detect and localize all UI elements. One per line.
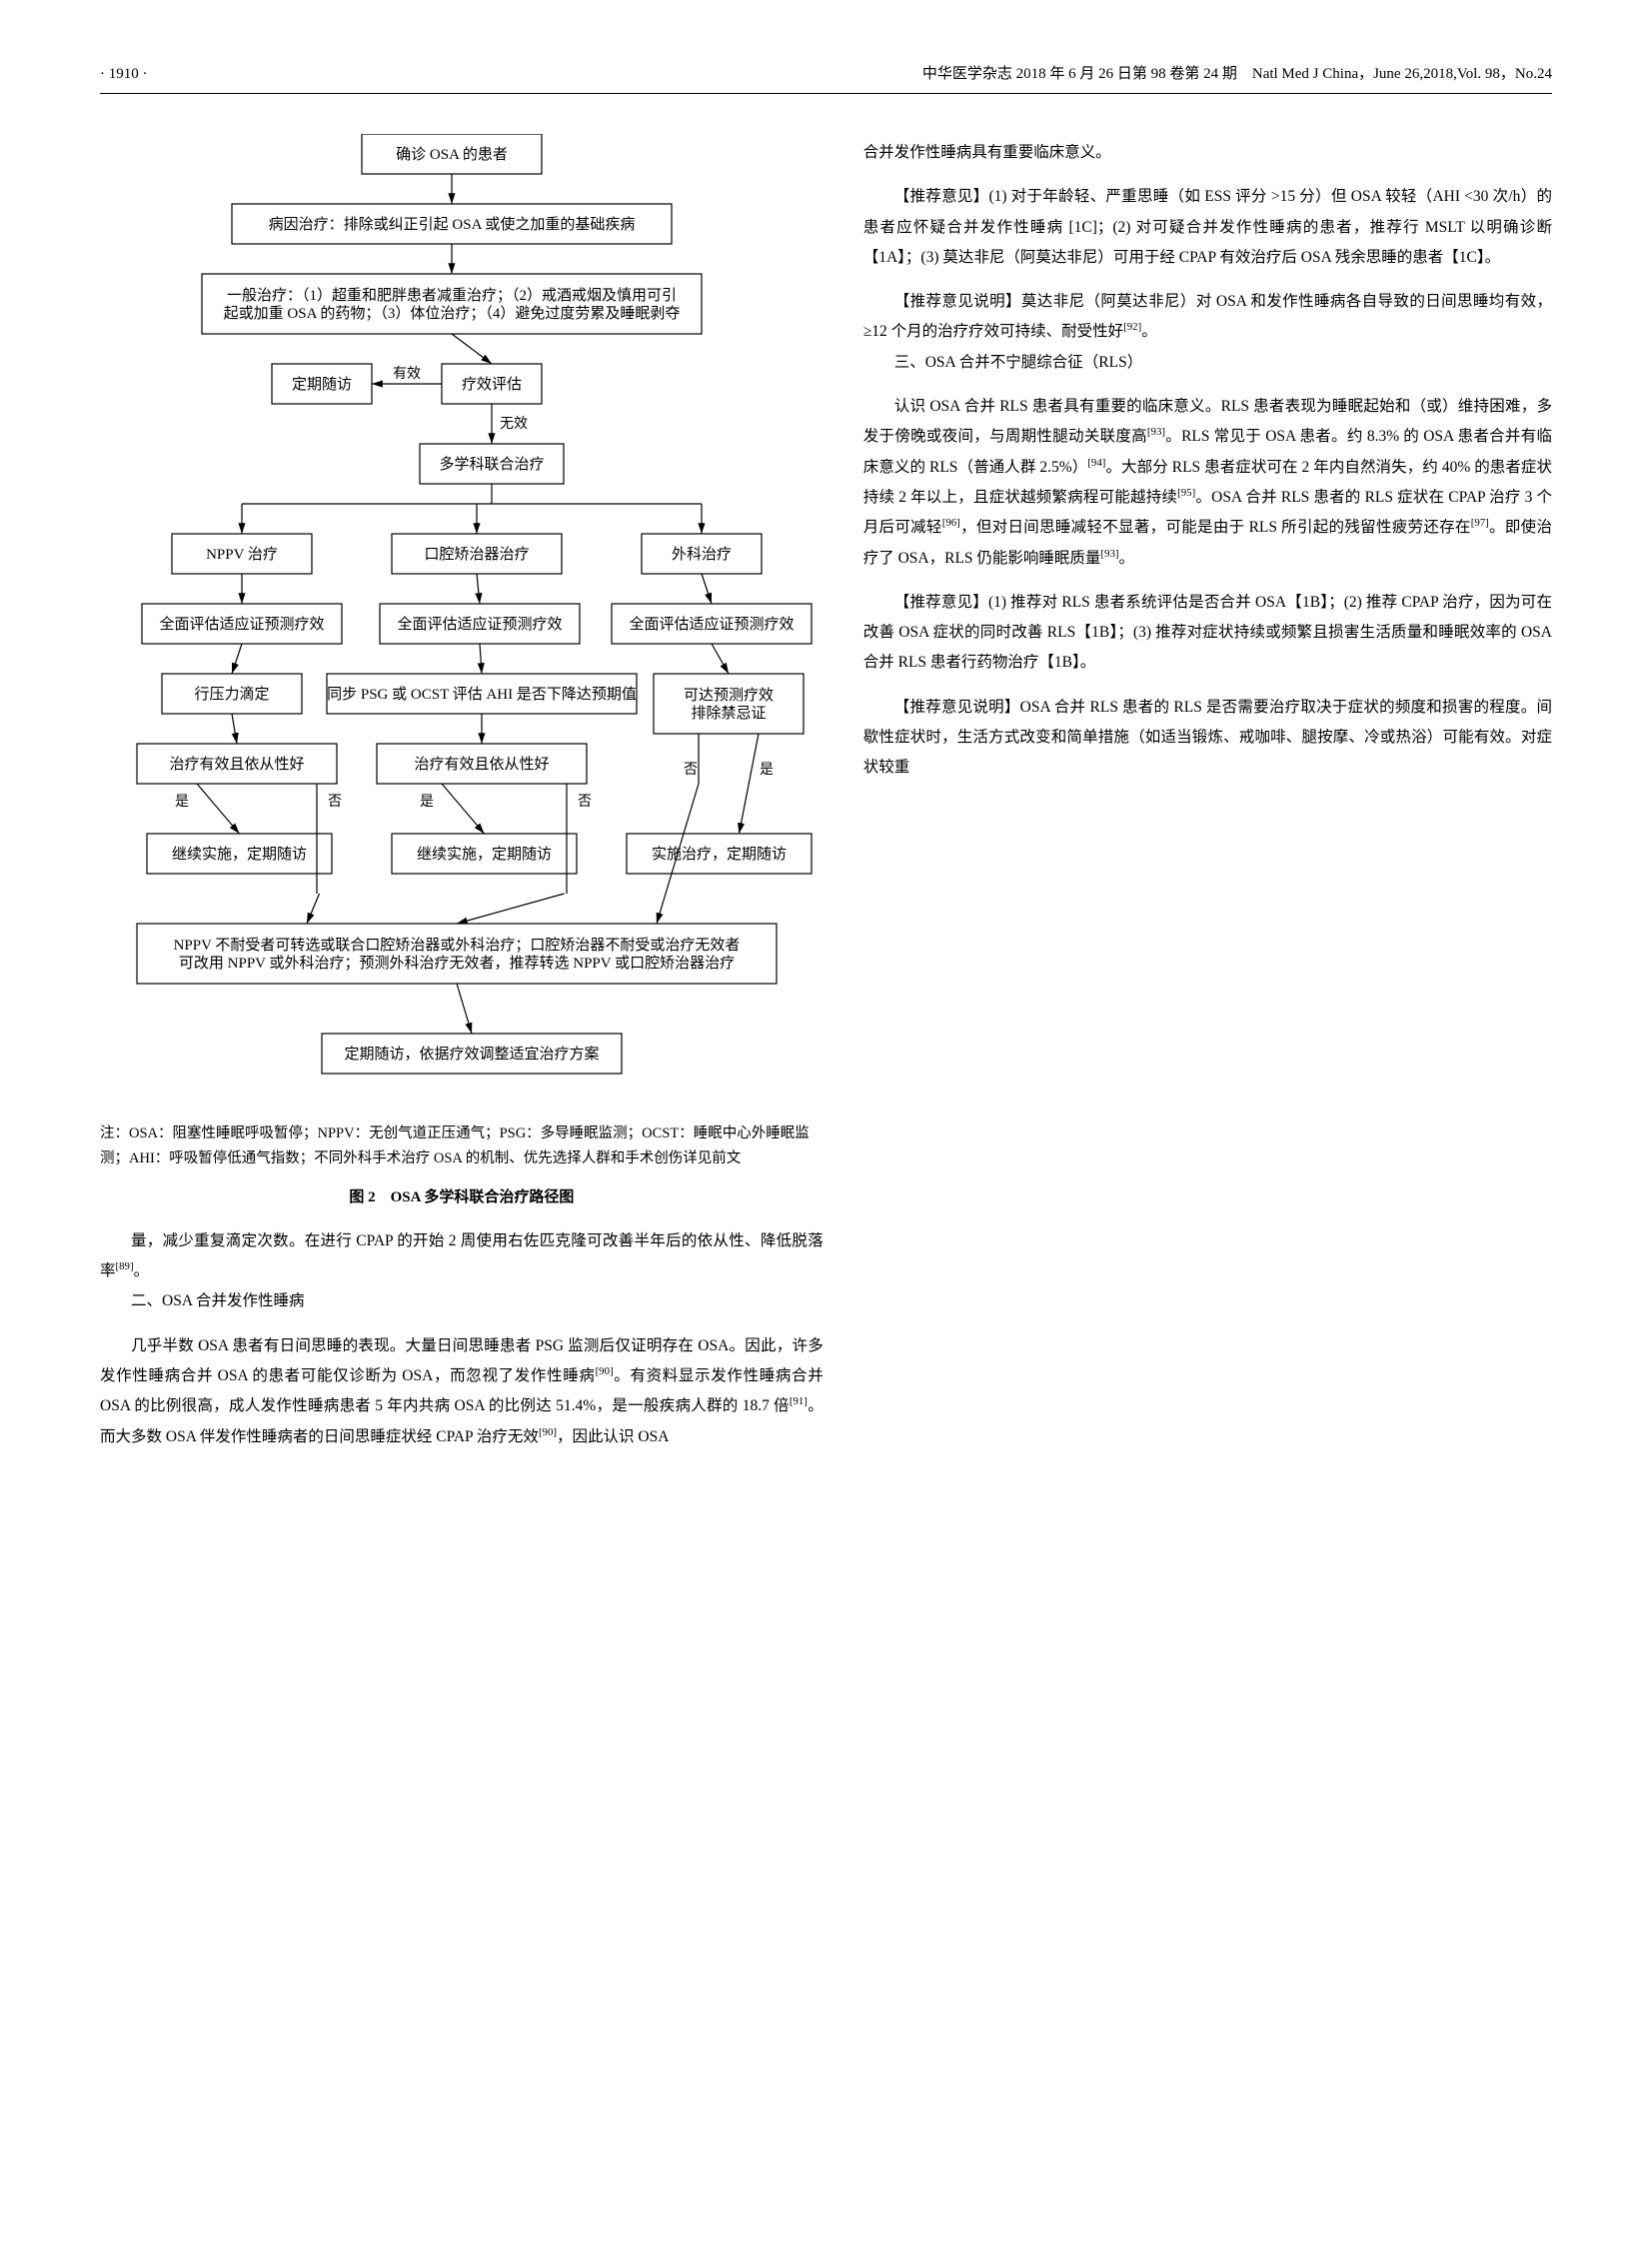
svg-text:治疗有效且依从性好: 治疗有效且依从性好 [414, 756, 549, 773]
ref: [89] [116, 1260, 134, 1272]
svg-text:定期随访，依据疗效调整适宜治疗方案: 定期随访，依据疗效调整适宜治疗方案 [344, 1045, 599, 1063]
bold-head: 【推荐意见】 [894, 594, 988, 611]
text: 量，减少重复滴定次数。在进行 CPAP 的开始 2 周使用右佐匹克隆可改善半年后… [100, 1232, 824, 1279]
ref: [90] [596, 1365, 614, 1377]
svg-text:否: 否 [328, 795, 342, 810]
svg-text:行压力滴定: 行压力滴定 [194, 685, 269, 703]
right-paragraph-5: 【推荐意见】(1) 推荐对 RLS 患者系统评估是否合并 OSA【1B】；(2)… [863, 588, 1552, 679]
right-paragraph-6: 【推荐意见说明】OSA 合并 RLS 患者的 RLS 是否需要治疗取决于症状的频… [863, 693, 1552, 784]
right-paragraph-1: 合并发作性睡病具有重要临床意义。 [863, 138, 1552, 168]
left-paragraph-2: 几乎半数 OSA 患者有日间思睡的表现。大量日间思睡患者 PSG 监测后仅证明存… [100, 1331, 824, 1452]
svg-text:是: 是 [420, 795, 434, 810]
right-heading-2: 三、OSA 合并不宁腿综合征（RLS） [863, 348, 1552, 378]
svg-text:有效: 有效 [393, 366, 421, 382]
bold-head: 【推荐意见说明】 [894, 293, 1021, 310]
figure-title: 图 2 OSA 多学科联合治疗路径图 [100, 1183, 824, 1212]
ref: [93] [1100, 548, 1118, 560]
ref: [94] [1087, 457, 1105, 469]
svg-text:继续实施，定期随访: 继续实施，定期随访 [172, 846, 307, 863]
svg-text:病因治疗：排除或纠正引起 OSA 或使之加重的基础疾病: 病因治疗：排除或纠正引起 OSA 或使之加重的基础疾病 [269, 216, 636, 233]
svg-text:多学科联合治疗: 多学科联合治疗 [439, 456, 544, 473]
text: 。 [1119, 550, 1135, 567]
svg-text:否: 否 [684, 763, 698, 778]
page-header: · 1910 · 中华医学杂志 2018 年 6 月 26 日第 98 卷第 2… [100, 60, 1552, 94]
ref: [91] [790, 1395, 808, 1407]
main-content: 确诊 OSA 的患者病因治疗：排除或纠正引起 OSA 或使之加重的基础疾病一般治… [100, 124, 1552, 1452]
svg-text:定期随访: 定期随访 [292, 376, 352, 393]
svg-text:是: 是 [175, 795, 189, 810]
svg-text:可达预测疗效: 可达预测疗效 [684, 687, 774, 704]
ref: [96] [942, 517, 960, 529]
text: 。 [134, 1262, 150, 1279]
svg-text:一般治疗：（1）超重和肥胖患者减重治疗；（2）戒酒戒烟及慎用: 一般治疗：（1）超重和肥胖患者减重治疗；（2）戒酒戒烟及慎用可引 [227, 286, 677, 304]
page-number: · 1910 · [100, 60, 148, 89]
figure-note: 注：OSA：阻塞性睡眠呼吸暂停；NPPV：无创气道正压通气；PSG：多导睡眠监测… [100, 1122, 824, 1170]
right-paragraph-4: 认识 OSA 合并 RLS 患者具有重要的临床意义。RLS 患者表现为睡眠起始和… [863, 392, 1552, 574]
svg-text:否: 否 [578, 795, 592, 810]
text: 。 [1141, 324, 1157, 341]
svg-text:外科治疗: 外科治疗 [672, 546, 732, 563]
svg-text:NPPV 治疗: NPPV 治疗 [206, 546, 278, 563]
right-paragraph-3: 【推荐意见说明】莫达非尼（阿莫达非尼）对 OSA 和发作性睡病各自导致的日间思睡… [863, 287, 1552, 348]
svg-text:口腔矫治器治疗: 口腔矫治器治疗 [424, 546, 529, 563]
svg-text:可改用 NPPV 或外科治疗；预测外科治疗无效者，推荐转选: 可改用 NPPV 或外科治疗；预测外科治疗无效者，推荐转选 NPPV 或口腔矫治… [179, 955, 735, 972]
right-column: 合并发作性睡病具有重要临床意义。 【推荐意见】(1) 对于年龄轻、严重思睡（如 … [863, 124, 1552, 1452]
svg-text:是: 是 [760, 763, 774, 778]
bold-head: 【推荐意见说明】 [894, 699, 1020, 716]
text: ，因此认识 OSA [557, 1428, 669, 1445]
right-paragraph-2: 【推荐意见】(1) 对于年龄轻、严重思睡（如 ESS 评分 >15 分）但 OS… [863, 182, 1552, 273]
flowchart-svg: 确诊 OSA 的患者病因治疗：排除或纠正引起 OSA 或使之加重的基础疾病一般治… [102, 134, 822, 1094]
ref: [90] [539, 1426, 557, 1438]
ref: [92] [1123, 321, 1141, 333]
svg-text:实施治疗，定期随访: 实施治疗，定期随访 [652, 846, 787, 863]
svg-text:治疗有效且依从性好: 治疗有效且依从性好 [169, 756, 304, 773]
ref: [93] [1147, 426, 1165, 438]
svg-text:全面评估适应证预测疗效: 全面评估适应证预测疗效 [629, 615, 794, 633]
svg-text:疗效评估: 疗效评估 [462, 376, 522, 393]
text: ，但对日间思睡减轻不显著，可能是由于 RLS 所引起的残留性疲劳还存在 [960, 519, 1471, 536]
svg-text:同步 PSG 或 OCST 评估 AHI 是否下降达预期值: 同步 PSG 或 OCST 评估 AHI 是否下降达预期值 [327, 686, 637, 703]
svg-text:起或加重 OSA 的药物；（3）体位治疗；（4）避免过度劳累: 起或加重 OSA 的药物；（3）体位治疗；（4）避免过度劳累及睡眠剥夺 [224, 305, 681, 322]
svg-text:继续实施，定期随访: 继续实施，定期随访 [417, 846, 552, 863]
svg-text:全面评估适应证预测疗效: 全面评估适应证预测疗效 [397, 615, 562, 633]
svg-text:无效: 无效 [500, 416, 528, 432]
left-column: 确诊 OSA 的患者病因治疗：排除或纠正引起 OSA 或使之加重的基础疾病一般治… [100, 124, 824, 1452]
journal-info: 中华医学杂志 2018 年 6 月 26 日第 98 卷第 24 期 Natl … [922, 60, 1552, 89]
left-heading-1: 二、OSA 合并发作性睡病 [100, 1286, 824, 1316]
svg-text:排除禁忌证: 排除禁忌证 [691, 705, 766, 722]
ref: [95] [1177, 487, 1195, 499]
svg-text:NPPV 不耐受者可转选或联合口腔矫治器或外科治疗；口腔矫治: NPPV 不耐受者可转选或联合口腔矫治器或外科治疗；口腔矫治器不耐受或治疗无效者 [173, 937, 740, 954]
flowchart-figure: 确诊 OSA 的患者病因治疗：排除或纠正引起 OSA 或使之加重的基础疾病一般治… [100, 124, 824, 1104]
svg-text:确诊 OSA 的患者: 确诊 OSA 的患者 [396, 146, 508, 163]
ref: [97] [1471, 517, 1489, 529]
svg-text:全面评估适应证预测疗效: 全面评估适应证预测疗效 [159, 615, 324, 633]
left-paragraph-1: 量，减少重复滴定次数。在进行 CPAP 的开始 2 周使用右佐匹克隆可改善半年后… [100, 1226, 824, 1287]
bold-head: 【推荐意见】 [894, 188, 989, 205]
